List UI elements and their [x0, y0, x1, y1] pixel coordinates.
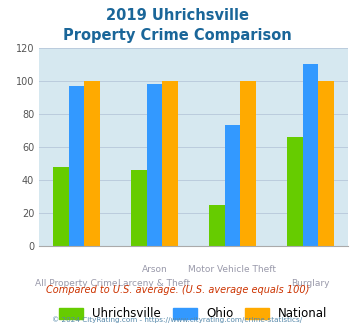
Bar [287, 137, 303, 246]
Bar [53, 167, 69, 246]
Bar [147, 84, 162, 246]
Bar [162, 81, 178, 246]
Bar [225, 125, 240, 246]
Text: Arson: Arson [142, 265, 167, 274]
Text: Compared to U.S. average. (U.S. average equals 100): Compared to U.S. average. (U.S. average … [46, 285, 309, 295]
Bar [240, 81, 256, 246]
Legend: Uhrichsville, Ohio, National: Uhrichsville, Ohio, National [59, 307, 328, 320]
Text: Motor Vehicle Theft: Motor Vehicle Theft [189, 265, 277, 274]
Bar [131, 170, 147, 246]
Text: 2019 Uhrichsville: 2019 Uhrichsville [106, 8, 249, 23]
Bar [209, 205, 225, 246]
Bar [69, 86, 84, 246]
Text: Property Crime Comparison: Property Crime Comparison [63, 28, 292, 43]
Bar [318, 81, 334, 246]
Text: Burglary: Burglary [291, 279, 330, 288]
Bar [303, 64, 318, 246]
Text: Larceny & Theft: Larceny & Theft [119, 279, 191, 288]
Text: © 2024 CityRating.com - https://www.cityrating.com/crime-statistics/: © 2024 CityRating.com - https://www.city… [53, 317, 302, 323]
Text: All Property Crime: All Property Crime [35, 279, 118, 288]
Bar [84, 81, 100, 246]
